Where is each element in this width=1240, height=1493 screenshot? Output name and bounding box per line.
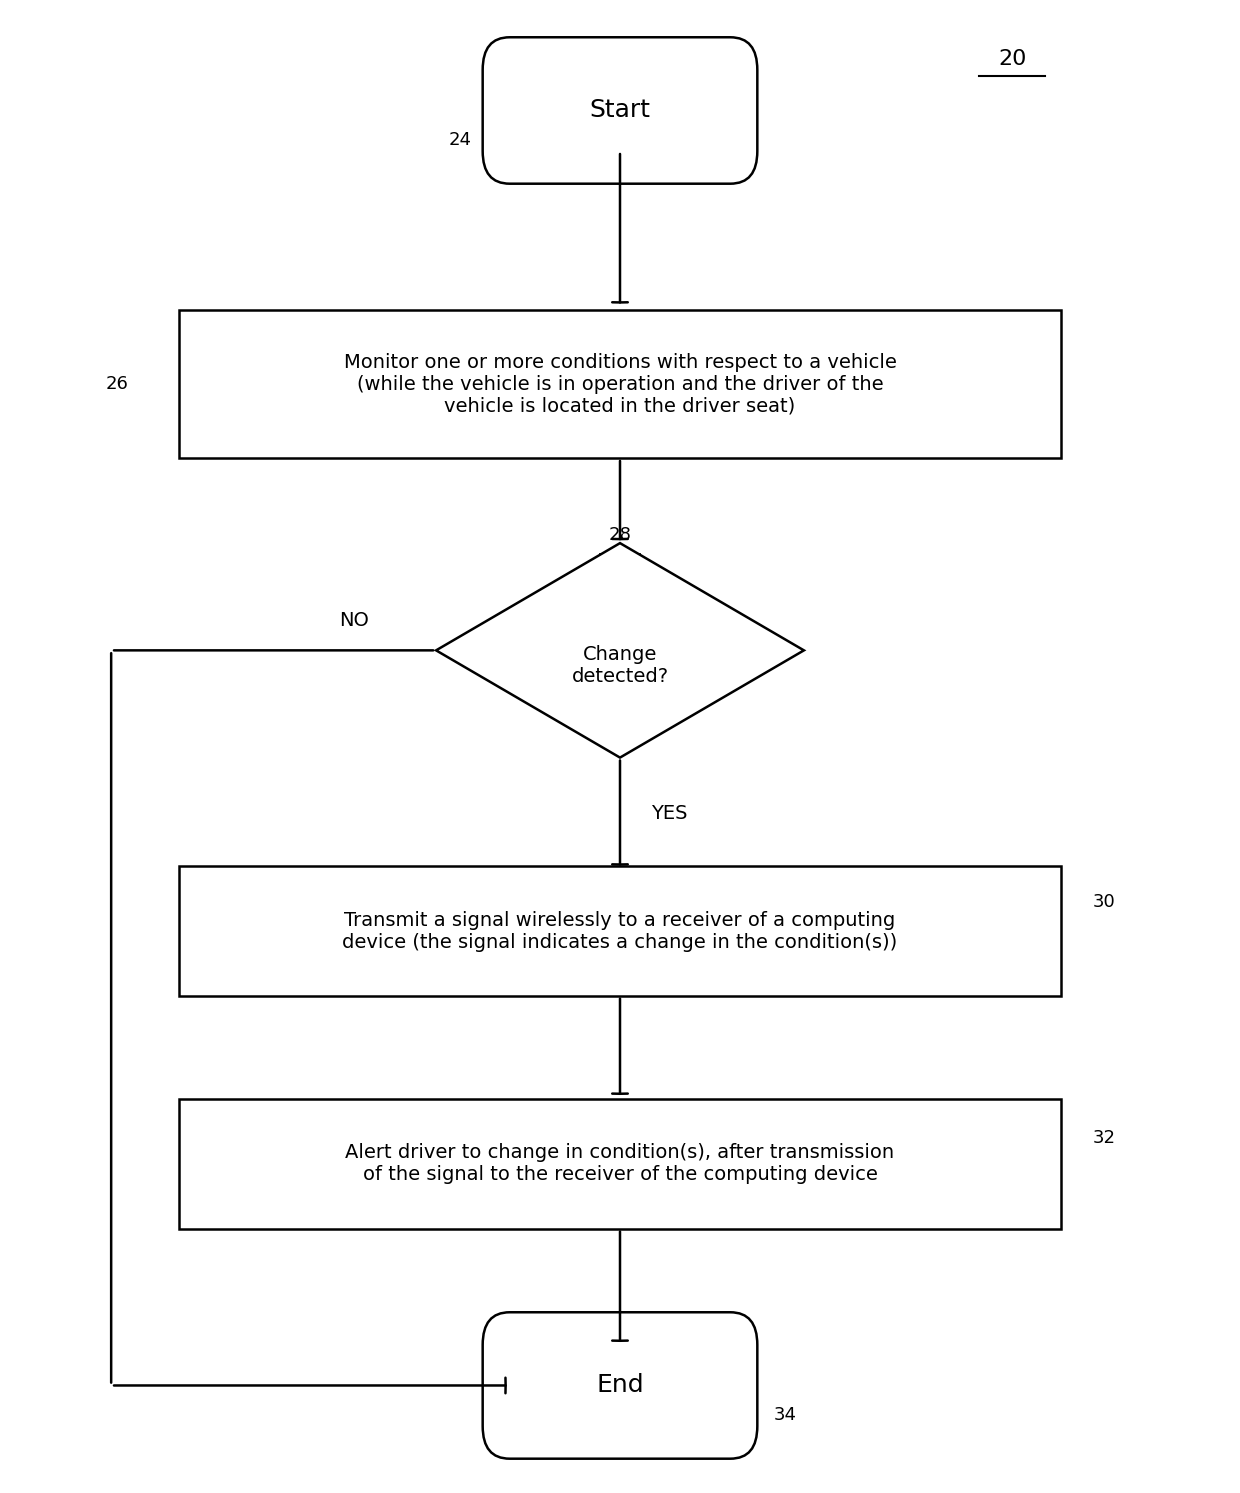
Bar [179,311,1061,458]
Text: 32: 32 [1092,1130,1116,1148]
Text: Monitor one or more conditions with respect to a vehicle
(while the vehicle is i: Monitor one or more conditions with resp… [343,352,897,415]
Text: Alert driver to change in condition(s), after transmission
of the signal to the : Alert driver to change in condition(s), … [346,1144,894,1184]
Text: Start: Start [589,99,651,122]
Text: 26: 26 [105,375,129,393]
FancyBboxPatch shape [482,37,758,184]
Text: 20: 20 [998,49,1027,69]
Bar [179,1099,1061,1229]
Text: 28: 28 [609,526,631,543]
Text: Change
detected?: Change detected? [572,645,668,685]
Text: Transmit a signal wirelessly to a receiver of a computing
device (the signal ind: Transmit a signal wirelessly to a receiv… [342,911,898,953]
Bar [179,866,1061,996]
Text: NO: NO [339,611,368,630]
Text: YES: YES [651,803,687,823]
FancyBboxPatch shape [482,1312,758,1459]
Text: 30: 30 [1092,893,1116,911]
Polygon shape [436,543,804,757]
Text: End: End [596,1374,644,1397]
Text: 34: 34 [774,1406,797,1424]
Text: 24: 24 [449,131,472,149]
